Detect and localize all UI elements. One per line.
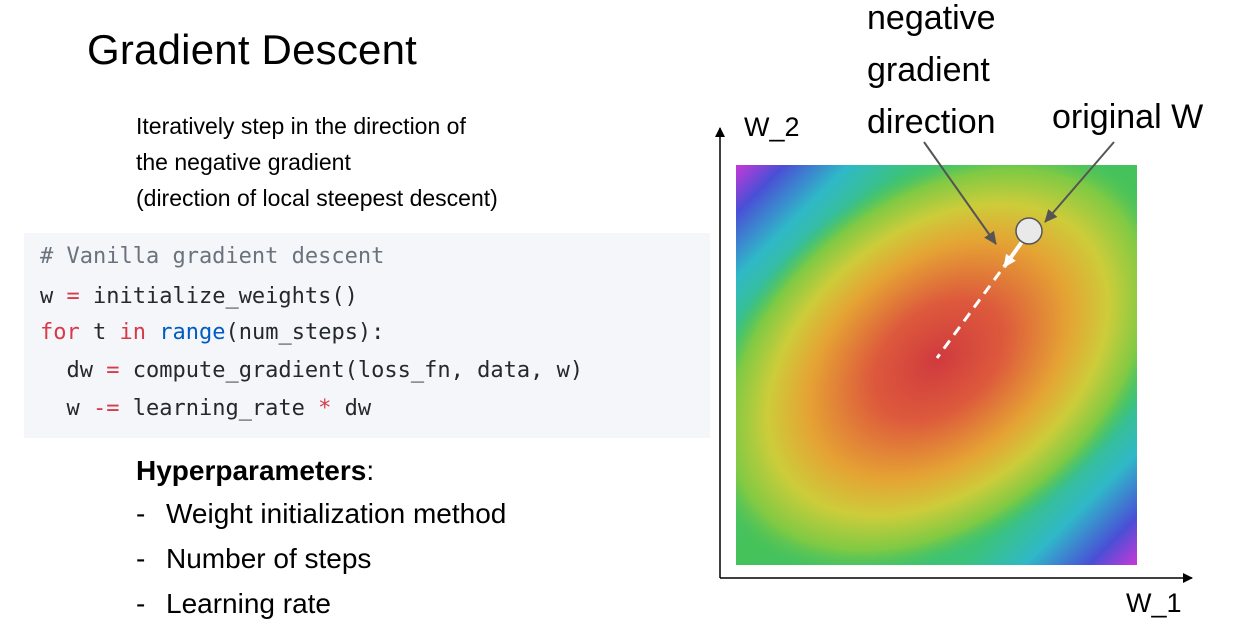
annotation-line: negative <box>867 0 996 37</box>
code-operator: = <box>106 358 120 383</box>
code-operator: * <box>318 396 332 421</box>
hyperparameters-section: Hyperparameters: - Weight initialization … <box>136 451 506 626</box>
subtitle-line: Iteratively step in the direction of <box>136 113 466 139</box>
list-item-label: Weight initialization method <box>166 498 507 529</box>
code-text: learning_rate <box>119 396 319 421</box>
x-axis-label: W_1 <box>1126 588 1182 618</box>
gradient-step-arrow <box>1002 237 1026 269</box>
code-keyword: for <box>40 320 80 345</box>
code-line-gradient: dw = compute_gradient(loss_fn, data, w) <box>40 354 583 388</box>
bullet-dash: - <box>136 588 146 619</box>
code-operator: = <box>66 284 80 309</box>
subtitle-line: the negative gradient <box>136 149 351 175</box>
annotation-line: direction <box>867 103 996 141</box>
hyperparameters-heading: Hyperparameters: <box>136 451 506 491</box>
code-text: compute_gradient(loss_fn, data, w) <box>119 358 584 383</box>
y-axis-label: W_2 <box>744 112 800 142</box>
code-comment: # Vanilla gradient descent <box>40 244 385 269</box>
hyperparameters-list: - Weight initialization method - Number of… <box>136 491 506 626</box>
original-w-annotation: original W <box>1052 98 1204 136</box>
list-item: - Learning rate <box>136 581 506 626</box>
code-builtin: range <box>159 320 226 345</box>
code-text: w <box>40 396 93 421</box>
code-operator: -= <box>92 396 120 421</box>
loss-heatmap-contours <box>736 165 1137 565</box>
list-item: - Weight initialization method <box>136 491 506 536</box>
slide-subtitle: Iteratively step in the direction of the… <box>136 108 498 216</box>
code-text: w <box>40 284 67 309</box>
negative-gradient-annotation: negative gradient direction <box>867 0 996 148</box>
code-text: dw <box>331 396 372 421</box>
subtitle-line: (direction of local steepest descent) <box>136 185 498 211</box>
original-w-pointer <box>1044 141 1115 223</box>
code-text: t <box>79 320 120 345</box>
original-w-point <box>1015 217 1043 245</box>
slide-title: Gradient Descent <box>87 26 418 73</box>
code-text: dw <box>40 358 107 383</box>
code-line-for: for t in range(num_steps): <box>40 316 384 350</box>
code-block: # Vanilla gradient descent w = initializ… <box>24 233 710 438</box>
list-item-label: Number of steps <box>166 543 372 574</box>
code-line-update: w -= learning_rate * dw <box>40 392 371 426</box>
hyperparameters-heading-text: Hyperparameters <box>136 455 367 486</box>
negative-gradient-pointer <box>923 141 997 245</box>
code-text: (num_steps): <box>225 320 385 345</box>
descent-path <box>935 271 1002 359</box>
code-keyword: in <box>119 320 147 345</box>
list-item: - Number of steps <box>136 536 506 581</box>
bullet-dash: - <box>136 543 146 574</box>
code-text: initialize_weights() <box>79 284 358 309</box>
list-item-label: Learning rate <box>166 588 332 619</box>
bullet-dash: - <box>136 498 146 529</box>
code-line-init: w = initialize_weights() <box>40 280 358 314</box>
annotation-line: gradient <box>867 51 990 89</box>
hyperparameters-colon: : <box>366 455 375 486</box>
code-line-comment: # Vanilla gradient descent <box>40 240 384 274</box>
